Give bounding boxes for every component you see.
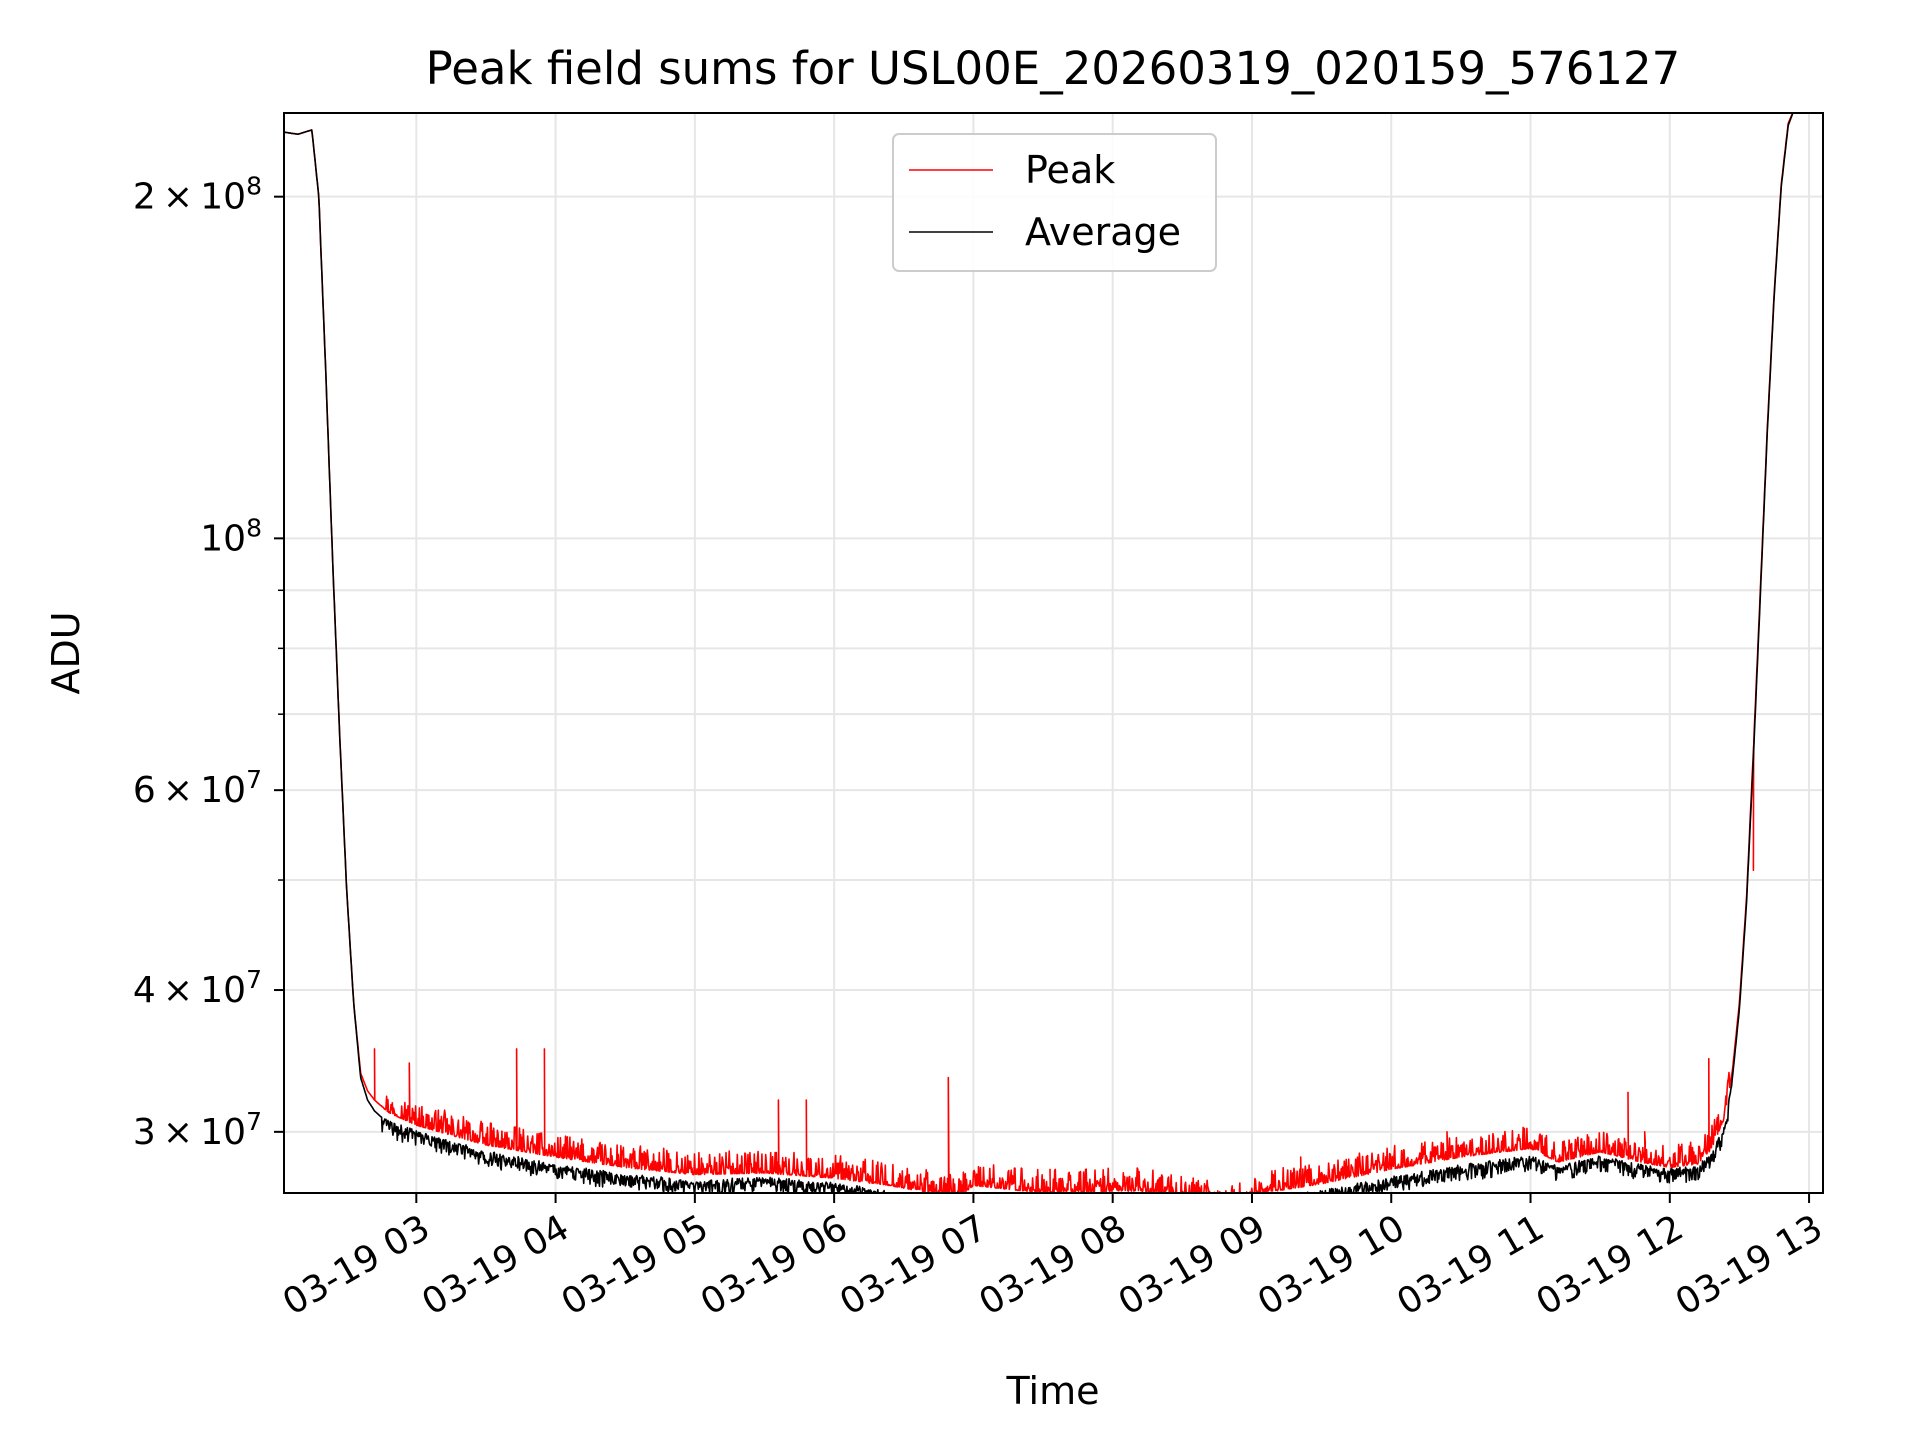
y-axis: 3 × 107 4 × 107 6 × 107 108 2 × 108 xyxy=(133,172,284,1153)
gridlines xyxy=(284,113,1823,1193)
y-tick-label: 2 × 108 xyxy=(133,172,262,218)
legend-box xyxy=(892,133,1217,272)
series-line-average xyxy=(284,113,1794,1193)
y-tick-label: 6 × 107 xyxy=(133,765,262,811)
y-tick-label: 4 × 107 xyxy=(133,965,262,1011)
legend-peak-label: Peak xyxy=(1025,148,1115,192)
x-axis-label: Time xyxy=(1006,1369,1100,1413)
series-layer xyxy=(284,113,1794,1193)
y-tick-label: 3 × 107 xyxy=(133,1107,262,1153)
plot-frame xyxy=(283,112,1824,1194)
y-tick-label: 108 xyxy=(200,514,262,560)
chart-title: Peak field sums for USL00E_20260319_0201… xyxy=(426,42,1681,95)
legend: Peak Average xyxy=(892,133,1217,272)
legend-average-label: Average xyxy=(1025,210,1181,254)
series-line-peak xyxy=(284,113,1794,1193)
y-axis-label: ADU xyxy=(44,611,88,694)
